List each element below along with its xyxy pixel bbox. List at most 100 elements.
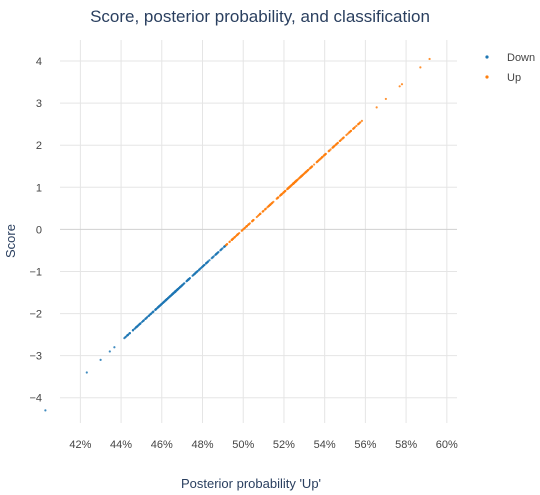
data-point-down	[205, 261, 209, 264]
data-points	[44, 57, 431, 412]
data-point-up	[375, 106, 378, 109]
data-point-up	[240, 229, 243, 232]
data-point-up	[358, 121, 361, 124]
data-point-up	[296, 178, 299, 181]
x-tick-label: 42%	[69, 439, 91, 451]
data-point-down	[219, 249, 222, 252]
data-point-up	[309, 166, 312, 170]
data-point-up	[341, 137, 344, 140]
x-axis-label: Posterior probability 'Up'	[181, 476, 321, 491]
data-point-up	[280, 193, 283, 196]
data-point-up	[384, 97, 387, 101]
data-point-up	[269, 203, 272, 206]
y-axis-label: Score	[3, 224, 18, 258]
x-tick-label: 54%	[314, 439, 336, 451]
data-point-down	[165, 298, 168, 301]
y-axis-ticks: −4 −3 −2 −1 0 1 2 3 4	[29, 56, 42, 405]
data-point-down	[161, 301, 165, 304]
data-point-down	[172, 292, 175, 295]
data-point-up	[247, 223, 250, 226]
data-point-up	[428, 57, 431, 61]
data-point-down	[135, 325, 138, 328]
x-axis-ticks: 42% 44% 46% 48% 50% 52% 54% 56% 58% 60%	[69, 439, 458, 451]
data-point-up	[357, 122, 360, 126]
data-point-up	[226, 243, 229, 246]
data-point-down	[197, 268, 200, 272]
data-point-up	[329, 148, 332, 151]
data-point-down	[173, 290, 177, 293]
data-point-down	[195, 270, 198, 274]
y-tick-label: −1	[29, 266, 42, 278]
y-tick-label: −3	[29, 351, 42, 363]
data-point-down	[128, 332, 131, 335]
data-point-up	[327, 150, 330, 153]
data-point-up	[346, 132, 349, 135]
data-point-down	[141, 320, 145, 323]
data-point-down	[108, 350, 111, 353]
data-point-up	[268, 204, 271, 207]
data-point-down	[167, 296, 171, 299]
data-point-up	[302, 172, 306, 175]
data-point-down	[126, 334, 129, 337]
data-point-down	[180, 284, 183, 287]
data-point-down	[113, 346, 116, 349]
data-point-up	[355, 124, 358, 127]
data-point-up	[264, 207, 267, 210]
y-tick-label: 4	[36, 56, 42, 68]
data-point-up	[419, 66, 422, 69]
data-point-down	[187, 278, 190, 281]
data-point-up	[228, 240, 231, 244]
data-point-down	[44, 409, 47, 412]
data-point-down	[201, 265, 204, 268]
legend-label: Up	[507, 72, 521, 84]
legend[interactable]: Down Up	[485, 52, 535, 84]
data-point-down	[182, 282, 186, 285]
data-point-down	[193, 272, 196, 275]
data-point-up	[292, 182, 295, 185]
data-point-up	[261, 210, 264, 213]
data-point-down	[215, 252, 219, 255]
data-point-up	[257, 213, 261, 216]
data-point-up	[398, 85, 401, 88]
data-point-down	[203, 264, 206, 267]
data-point-up	[307, 168, 310, 172]
data-point-up	[352, 127, 356, 130]
data-point-down	[85, 371, 88, 374]
x-tick-label: 58%	[395, 439, 417, 451]
legend-item-up[interactable]: Up	[485, 72, 521, 84]
data-point-up	[400, 83, 404, 86]
data-point-down	[131, 329, 134, 332]
x-tick-label: 60%	[436, 439, 458, 451]
data-point-down	[199, 267, 202, 270]
data-point-down	[208, 259, 211, 262]
data-point-down	[137, 323, 141, 326]
data-point-up	[300, 174, 303, 177]
data-point-up	[245, 225, 248, 228]
chart-title: Score, posterior probability, and classi…	[90, 7, 430, 26]
x-tick-label: 50%	[232, 439, 254, 451]
data-point-down	[124, 336, 127, 339]
data-point-up	[233, 236, 236, 239]
x-tick-label: 52%	[273, 439, 295, 451]
data-point-up	[255, 215, 258, 219]
data-point-up	[282, 191, 285, 194]
legend-item-down[interactable]: Down	[485, 52, 535, 64]
data-point-down	[151, 310, 155, 313]
y-tick-label: 3	[36, 98, 42, 110]
data-point-up	[242, 228, 245, 231]
x-tick-label: 56%	[354, 439, 376, 451]
data-point-up	[231, 237, 234, 240]
data-point-up	[266, 206, 269, 209]
legend-label: Down	[507, 52, 535, 64]
data-point-up	[321, 156, 324, 159]
data-point-down	[177, 287, 180, 290]
data-point-up	[251, 220, 254, 223]
legend-marker	[485, 55, 489, 59]
data-point-down	[160, 303, 163, 306]
data-point-up	[294, 180, 297, 183]
data-point-down	[145, 316, 149, 319]
data-point-down	[144, 317, 147, 320]
data-point-up	[339, 139, 342, 142]
